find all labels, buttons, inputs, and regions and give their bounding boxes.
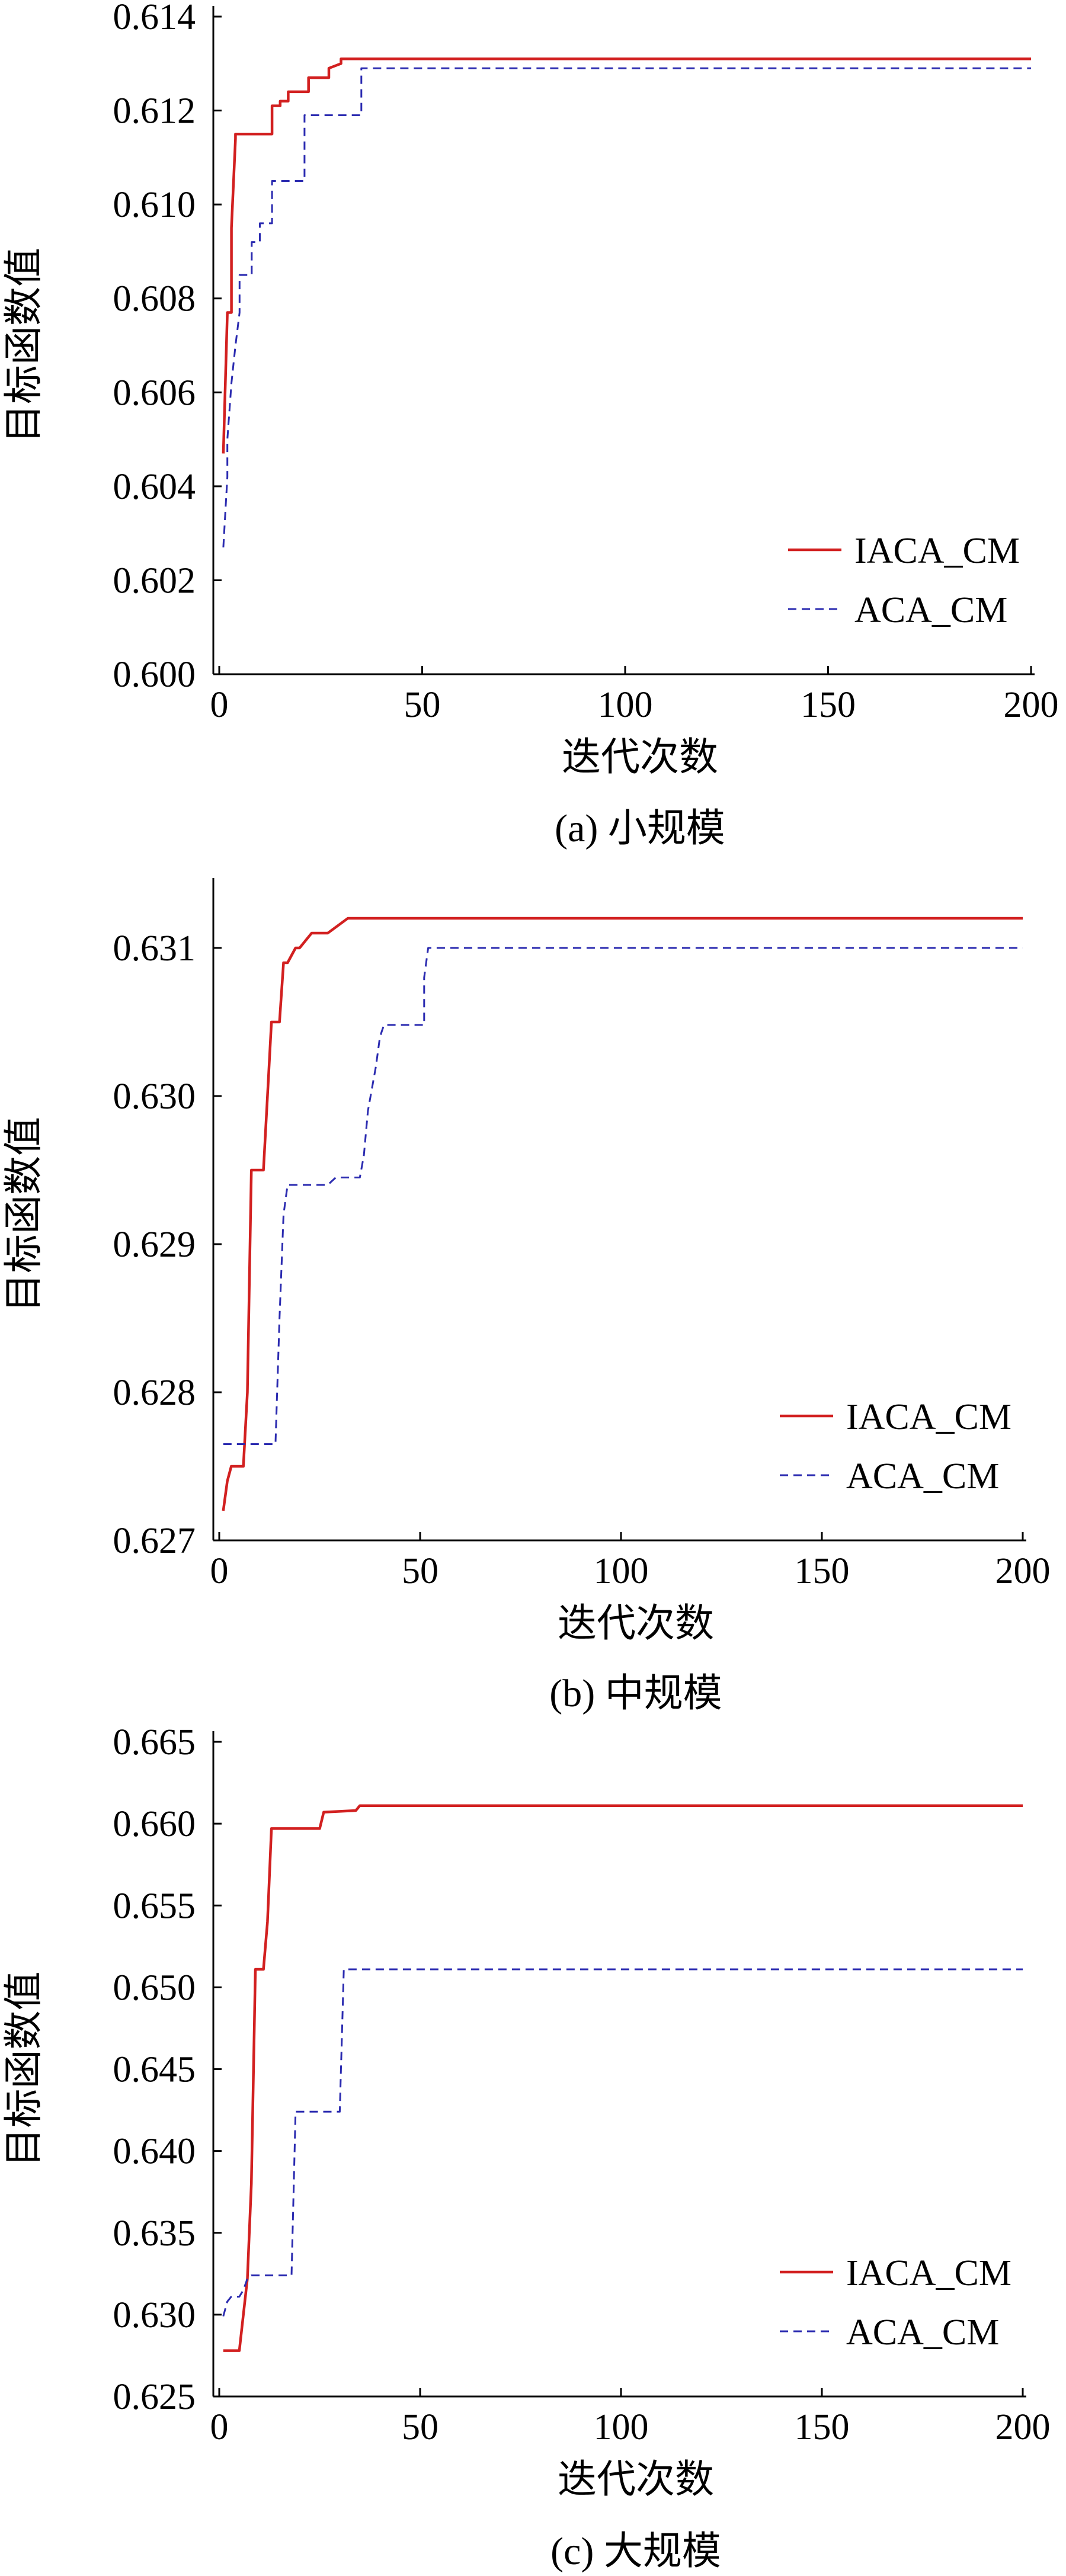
chart-caption: (c) 大规模: [550, 2530, 721, 2573]
chart-series: [222, 57, 1031, 547]
chart-ticks: 0 50 100 150 200 0.600 0.602 0.604 0.606 0.608 0.6…: [113, 0, 1059, 725]
x-tick-label: 200: [995, 1551, 1051, 1591]
chart-legend: IACA_CM ACA_CM: [780, 2253, 1011, 2353]
x-tick-label: 50: [404, 685, 441, 725]
x-tick-label: 0: [210, 685, 229, 725]
y-tick-label: 0.630: [113, 2295, 196, 2335]
series-line-iaca-cm: [222, 57, 1031, 454]
x-axis-label: 迭代次数: [558, 2458, 714, 2501]
chart-series: [222, 917, 1023, 1511]
series-line-aca-cm: [222, 67, 1031, 547]
chart-panel-b: 0 50 100 150 200 0.627 0.628 0.629 0.630 0.631 IA…: [2, 878, 1051, 1715]
x-axis-label: 迭代次数: [558, 1602, 714, 1645]
y-tick-label: 0.640: [113, 2132, 196, 2172]
y-tick-label: 0.600: [113, 655, 196, 695]
x-tick-label: 200: [1004, 685, 1059, 725]
legend-label: IACA_CM: [846, 1397, 1011, 1437]
legend-label: ACA_CM: [854, 590, 1007, 630]
y-tick-label: 0.629: [113, 1225, 196, 1265]
x-tick-label: 0: [210, 1551, 229, 1591]
y-tick-label: 0.627: [113, 1521, 196, 1561]
y-tick-label: 0.635: [113, 2213, 196, 2254]
chart-legend: IACA_CM ACA_CM: [780, 1397, 1011, 1497]
y-tick-label: 0.604: [113, 467, 196, 507]
chart-caption: (b) 中规模: [549, 1672, 722, 1715]
x-tick-label: 150: [795, 2407, 850, 2447]
y-tick-label: 0.660: [113, 1804, 196, 1844]
chart-series: [222, 1804, 1023, 2352]
y-tick-label: 0.610: [113, 185, 196, 225]
x-tick-label: 50: [402, 1551, 438, 1591]
y-tick-label: 0.625: [113, 2377, 196, 2417]
legend-label: ACA_CM: [846, 2312, 999, 2353]
x-tick-label: 150: [795, 1551, 850, 1591]
y-tick-label: 0.606: [113, 373, 196, 413]
chart-panel-c: 0 50 100 150 200 0.625 0.630 0.635 0.640 0.645 0.6…: [2, 1722, 1051, 2573]
y-axis-label: 目标函数值: [2, 1117, 46, 1312]
x-axis-label: 迭代次数: [562, 736, 718, 779]
chart-ticks: 0 50 100 150 200 0.627 0.628 0.629 0.630 0.631: [113, 928, 1051, 1591]
chart-panel-a: 0 50 100 150 200 0.600 0.602 0.604 0.606 0.608 0.6…: [2, 0, 1059, 850]
y-tick-label: 0.665: [113, 1722, 196, 1763]
chart-ticks: 0 50 100 150 200 0.625 0.630 0.635 0.640 0.645 0.6…: [113, 1722, 1051, 2447]
y-tick-label: 0.614: [113, 0, 196, 37]
series-line-iaca-cm: [222, 917, 1023, 1511]
series-line-iaca-cm: [223, 1804, 1023, 2352]
legend-label: IACA_CM: [846, 2253, 1011, 2293]
y-tick-label: 0.631: [113, 928, 196, 969]
y-axis-label: 目标函数值: [2, 1972, 46, 2167]
y-tick-label: 0.650: [113, 1968, 196, 2008]
y-tick-label: 0.602: [113, 560, 196, 601]
series-line-aca-cm: [222, 1968, 1023, 2317]
x-tick-label: 50: [402, 2407, 438, 2447]
chart-axes: [212, 6, 1035, 675]
x-tick-label: 150: [801, 685, 856, 725]
chart-axes: [212, 1731, 1026, 2398]
legend-label: IACA_CM: [854, 531, 1020, 571]
y-tick-label: 0.645: [113, 2050, 196, 2090]
y-tick-label: 0.608: [113, 279, 196, 319]
y-tick-label: 0.628: [113, 1373, 196, 1413]
x-tick-label: 100: [594, 1551, 649, 1591]
y-tick-label: 0.655: [113, 1886, 196, 1926]
x-tick-label: 100: [594, 2407, 649, 2447]
chart-axes: [212, 878, 1026, 1542]
x-tick-label: 0: [210, 2407, 229, 2447]
y-axis-label: 目标函数值: [2, 248, 46, 443]
chart-legend: IACA_CM ACA_CM: [788, 531, 1020, 630]
chart-caption: (a) 小规模: [555, 807, 725, 850]
legend-label: ACA_CM: [846, 1456, 999, 1497]
x-tick-label: 200: [995, 2407, 1051, 2447]
y-tick-label: 0.612: [113, 91, 196, 132]
series-line-aca-cm: [223, 947, 1023, 1445]
x-tick-label: 100: [598, 685, 653, 725]
y-tick-label: 0.630: [113, 1076, 196, 1117]
